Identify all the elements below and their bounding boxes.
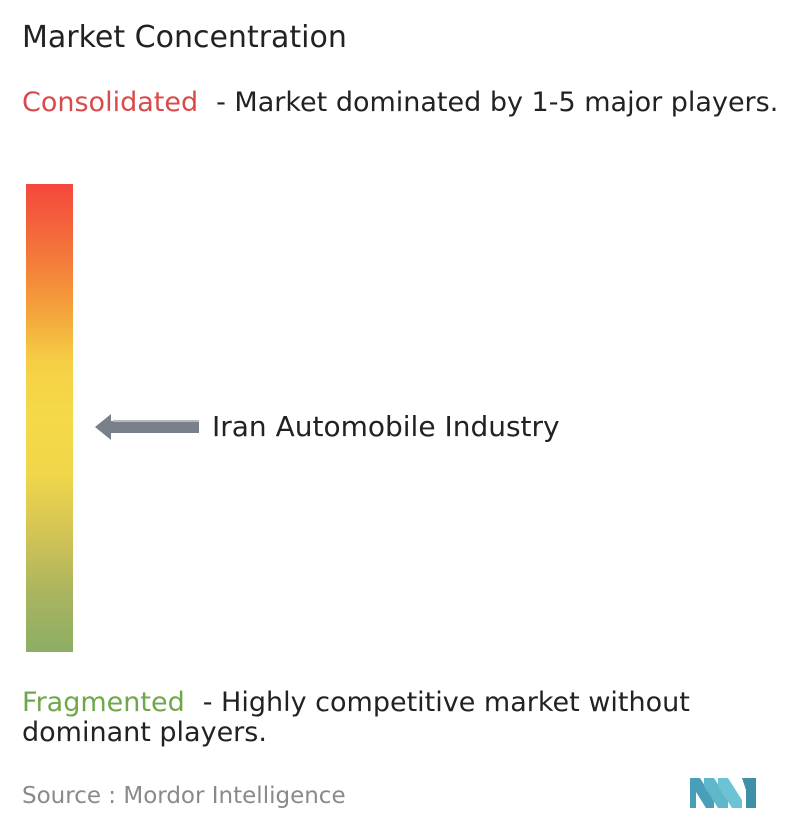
- page-title: Market Concentration: [22, 20, 347, 55]
- market-marker-label: Iran Automobile Industry: [212, 410, 560, 443]
- consolidated-description: Consolidated - Market dominated by 1-5 ma…: [22, 88, 792, 118]
- source-credit: Source : Mordor Intelligence: [22, 783, 346, 809]
- arrow-left-icon: [95, 414, 199, 440]
- concentration-scale-bar: [26, 184, 73, 652]
- consolidated-text: - Market dominated by 1-5 major players.: [216, 87, 779, 118]
- fragmented-keyword: Fragmented: [22, 687, 185, 718]
- fragmented-text: - Highly competitive market without domi…: [22, 687, 690, 748]
- mordor-intelligence-logo: [690, 778, 756, 808]
- consolidated-keyword: Consolidated: [22, 87, 199, 118]
- fragmented-description: Fragmented - Highly competitive market wi…: [22, 688, 792, 748]
